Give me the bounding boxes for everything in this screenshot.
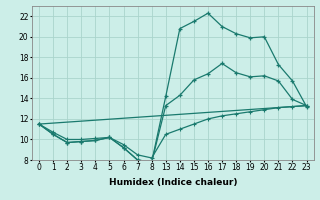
X-axis label: Humidex (Indice chaleur): Humidex (Indice chaleur) (108, 178, 237, 187)
